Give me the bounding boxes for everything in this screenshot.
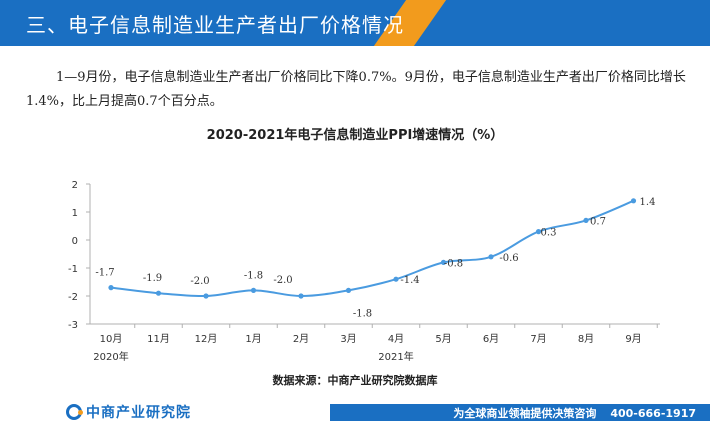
- data-point: [203, 293, 209, 299]
- year-label: 2020年: [93, 350, 128, 363]
- x-tick-label: 9月: [625, 333, 641, 345]
- data-label: 0.3: [541, 228, 557, 239]
- data-point: [393, 276, 399, 282]
- page-title: 三、电子信息制造业生产者出厂价格情况: [26, 13, 404, 37]
- slogan-text: 为全球商业领袖提供决策咨询: [453, 407, 597, 420]
- data-label: -1.7: [95, 268, 114, 279]
- summary-paragraph: 1—9月份，电子信息制造业生产者出厂价格同比下降0.7%。9月份，电子信息制造业…: [26, 70, 686, 109]
- data-label: -1.8: [244, 270, 263, 281]
- data-label: -1.4: [400, 275, 419, 286]
- y-tick-label: -3: [68, 320, 78, 331]
- x-tick-label: 5月: [435, 333, 451, 345]
- x-tick-label: 11月: [147, 333, 170, 345]
- header-band: 三、电子信息制造业生产者出厂价格情况: [0, 0, 710, 46]
- x-tick-label: 10月: [100, 333, 123, 345]
- y-tick-label: -2: [68, 292, 78, 303]
- x-tick-label: 6月: [483, 333, 499, 345]
- data-label: -2.0: [190, 276, 209, 287]
- x-tick-label: 4月: [388, 333, 404, 345]
- ppi-line-chart: 2 1 0 -1 -2 -3 10月 11月 12月 1月 2月 3月 4月 5月 6月 7月 8月 9月 2020…: [68, 180, 660, 363]
- data-point: [345, 287, 352, 293]
- data-label: -0.8: [444, 258, 463, 269]
- data-label: -1.8: [353, 308, 372, 319]
- chart-title: 2020-2021年电子信息制造业PPI增速情况（%）: [206, 128, 504, 143]
- logo-text: 中商产业研究院: [86, 405, 191, 421]
- y-tick-label: -1: [68, 264, 78, 275]
- x-tick-label: 2月: [293, 333, 309, 345]
- data-label: -1.9: [143, 273, 162, 284]
- data-point: [583, 217, 589, 223]
- data-point: [108, 285, 114, 291]
- x-tick-label: 7月: [530, 333, 546, 345]
- x-tick-label: 12月: [195, 333, 218, 345]
- data-point: [250, 287, 257, 293]
- data-point: [630, 198, 637, 204]
- x-tick-label: 8月: [578, 333, 594, 345]
- data-point: [535, 229, 542, 235]
- data-label: -2.0: [273, 275, 292, 286]
- y-tick-label: 0: [72, 236, 78, 247]
- data-point: [155, 290, 162, 296]
- x-tick-label: 3月: [340, 333, 356, 345]
- data-label: 0.7: [590, 216, 606, 227]
- footer-logo: 中商产业研究院: [66, 403, 191, 421]
- series-line: [110, 199, 634, 298]
- phone-number: 400-666-1917: [610, 407, 696, 420]
- y-tick-label: 2: [72, 180, 78, 191]
- data-source: 数据来源：中商产业研究院数据库: [272, 374, 438, 387]
- footer-left-area: [0, 404, 330, 421]
- y-tick-label: 1: [72, 208, 78, 219]
- data-point: [488, 254, 494, 260]
- x-tick-label: 1月: [245, 333, 261, 345]
- data-point: [440, 259, 447, 265]
- year-label: 2021年: [378, 350, 413, 363]
- data-point: [298, 293, 304, 299]
- footer-slogan: 为全球商业领袖提供决策咨询 400-666-1917: [439, 405, 696, 421]
- data-label: 1.4: [640, 197, 656, 208]
- data-label: -0.6: [499, 253, 518, 264]
- logo-icon: [66, 404, 83, 420]
